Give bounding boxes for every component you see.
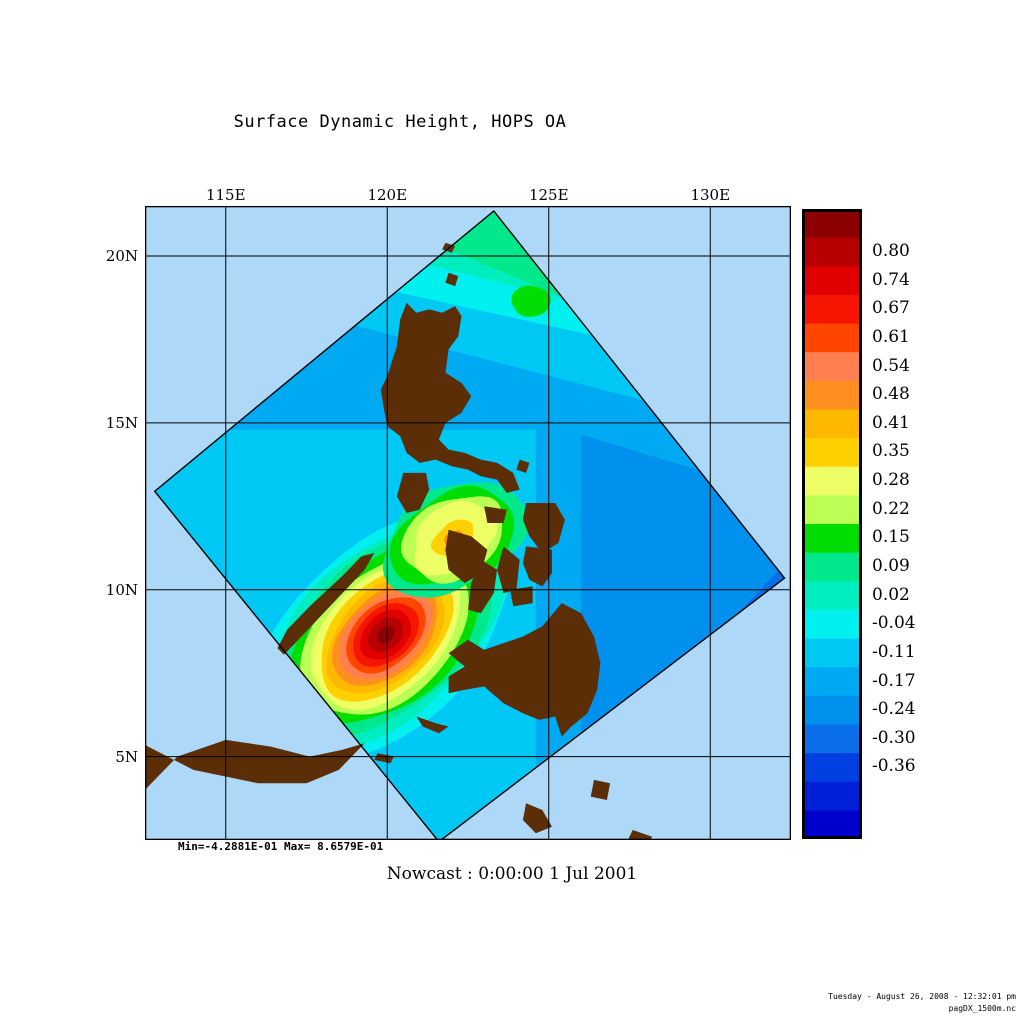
colorbar-tick-label: 0.28	[872, 470, 910, 491]
colorbar-band	[805, 380, 859, 411]
land-polygon	[627, 830, 653, 840]
land-polygon	[445, 272, 459, 287]
x-tick-label: 115E	[205, 186, 246, 204]
x-tick-label: 125E	[528, 186, 569, 204]
colorbar-band	[805, 409, 859, 439]
colorbar-tick-label: -0.04	[872, 613, 916, 634]
land-polygon	[484, 506, 507, 523]
colorbar-band	[805, 667, 859, 697]
land-polygon	[380, 302, 520, 493]
colorbar-band	[805, 266, 859, 296]
colorbar-tick-label: 0.61	[872, 326, 910, 347]
land-polygon	[522, 546, 552, 587]
colorbar-tick-label: 0.09	[872, 555, 910, 576]
map-frame	[145, 206, 791, 840]
colorbar-band	[805, 753, 859, 783]
colorbar-band	[805, 438, 859, 468]
colorbar-band	[805, 724, 859, 754]
map-panel	[145, 206, 791, 840]
colorbar-tick-label: -0.24	[872, 699, 916, 720]
colorbar-tick-label: 0.48	[872, 384, 910, 405]
land-polygon	[522, 503, 565, 553]
colorbar-band	[805, 810, 859, 839]
colorbar-tick-label: 0.35	[872, 441, 910, 462]
source-filename: pagDX_1500m.nc	[948, 1004, 1016, 1013]
colorbar-tick-label: 0.74	[872, 269, 910, 290]
figure-title: Surface Dynamic Height, HOPS OA	[233, 112, 567, 132]
colorbar-tick-label: -0.11	[872, 641, 916, 662]
land-polygon	[145, 739, 365, 790]
colorbar-band	[805, 495, 859, 525]
colorbar-tick-label: -0.36	[872, 756, 916, 777]
colorbar-tick-label: 0.15	[872, 527, 910, 548]
land-polygon	[468, 559, 498, 614]
land-polygon	[374, 753, 394, 764]
land-polygon	[590, 779, 611, 800]
land-polygon	[510, 586, 533, 607]
land-polygon	[416, 716, 449, 734]
colorbar	[802, 209, 862, 839]
model-domain-outline	[153, 210, 786, 840]
y-tick-label: 5N	[115, 747, 138, 766]
colorbar-tick-label: 0.54	[872, 355, 910, 376]
land-masses	[145, 242, 653, 840]
contour-band-main-high	[377, 626, 395, 644]
colorbar-tick-label: 0.80	[872, 240, 910, 261]
colorbar-band	[805, 352, 859, 382]
colorbar-band	[805, 294, 859, 325]
colorbar-band	[805, 552, 859, 582]
land-polygon	[497, 546, 520, 594]
minmax-annotation: Min=-4.2881E-01 Max= 8.6579E-01	[178, 840, 384, 853]
colorbar-band	[805, 695, 859, 726]
render-timestamp: Tuesday - August 26, 2008 - 12:32:01 pm	[828, 992, 1016, 1001]
colorbar-band	[805, 323, 859, 353]
y-tick-label: 15N	[105, 413, 138, 432]
colorbar-band	[805, 466, 859, 496]
graticule	[145, 206, 791, 840]
x-tick-label: 120E	[367, 186, 408, 204]
colorbar-tick-label: -0.17	[872, 670, 916, 691]
colorbar-tick-label: 0.02	[872, 584, 910, 605]
colorbar-band	[805, 781, 859, 811]
y-tick-label: 20N	[105, 247, 138, 266]
colorbar-band	[805, 237, 859, 267]
land-polygon	[516, 459, 530, 473]
colorbar-band	[805, 581, 859, 611]
colorbar-band	[805, 609, 859, 640]
x-tick-label: 130E	[690, 186, 731, 204]
colorbar-band	[805, 638, 859, 668]
colorbar-tick-label: 0.41	[872, 412, 910, 433]
colorbar-band	[805, 209, 859, 239]
contour-cell-ne	[511, 285, 551, 317]
land-polygon	[396, 472, 430, 513]
nowcast-label: Nowcast : 0:00:00 1 Jul 2001	[386, 864, 638, 884]
land-polygon	[277, 553, 375, 655]
colorbar-tick-label: 0.22	[872, 498, 910, 519]
colorbar-tick-label: -0.30	[872, 727, 916, 748]
land-polygon	[448, 603, 601, 737]
land-polygon	[522, 803, 552, 834]
colorbar-tick-label: 0.67	[872, 298, 910, 319]
y-tick-label: 10N	[105, 580, 138, 599]
colorbar-band	[805, 524, 859, 554]
